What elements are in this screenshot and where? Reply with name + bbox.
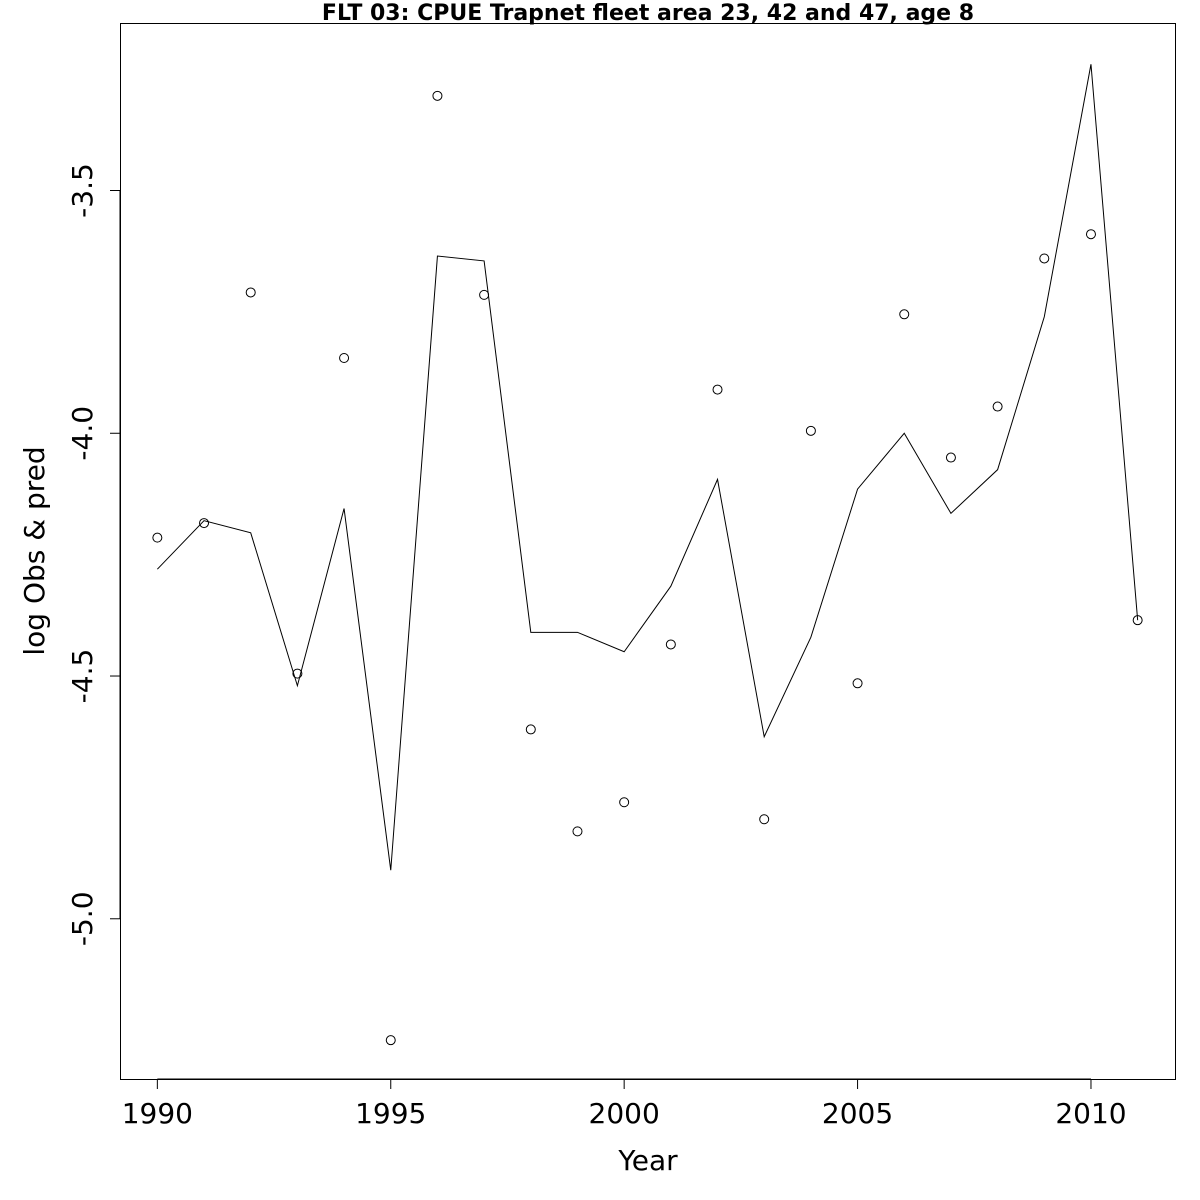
y-tick-label: -4.5 <box>66 649 99 704</box>
obs-point <box>992 401 1003 412</box>
obs-point <box>805 425 816 436</box>
series-layer <box>152 64 1143 1046</box>
obs-point <box>759 814 770 825</box>
obs-point <box>385 1035 396 1046</box>
chart-title: FLT 03: CPUE Trapnet fleet area 23, 42 a… <box>322 1 974 26</box>
obs-point <box>292 668 303 679</box>
obs-point <box>572 826 583 837</box>
y-axis-label: log Obs & pred <box>18 446 51 655</box>
x-axis-label: Year <box>617 1144 678 1177</box>
obs-point <box>199 518 210 529</box>
obs-point <box>1039 253 1050 264</box>
x-tick-label: 1990 <box>122 1097 193 1130</box>
x-tick-label: 2010 <box>1055 1097 1126 1130</box>
obs-point <box>479 289 490 300</box>
x-tick-label: 1995 <box>355 1097 426 1130</box>
obs-point <box>712 384 723 395</box>
obs-point <box>945 452 956 463</box>
obs-point <box>525 724 536 735</box>
pred-line <box>156 64 1139 871</box>
x-axis: 1990 1995 2000 2005 2010 <box>122 1078 1127 1130</box>
obs-point <box>899 309 910 320</box>
obs-point <box>339 353 350 364</box>
obs-point <box>432 90 443 101</box>
y-axis: -5.0 -4.5 -4.0 -3.5 <box>66 163 121 946</box>
plot-box <box>120 23 1176 1080</box>
y-tick-label: -4.0 <box>66 406 99 461</box>
x-tick-label: 2000 <box>589 1097 660 1130</box>
obs-point <box>152 532 163 543</box>
obs-point <box>619 797 630 808</box>
y-tick-label: -5.0 <box>66 891 99 946</box>
obs-point <box>1085 229 1096 240</box>
obs-point <box>245 287 256 298</box>
obs-point <box>852 678 863 689</box>
x-tick-label: 2005 <box>822 1097 893 1130</box>
y-tick-label: -3.5 <box>66 163 99 218</box>
obs-point <box>665 639 676 650</box>
